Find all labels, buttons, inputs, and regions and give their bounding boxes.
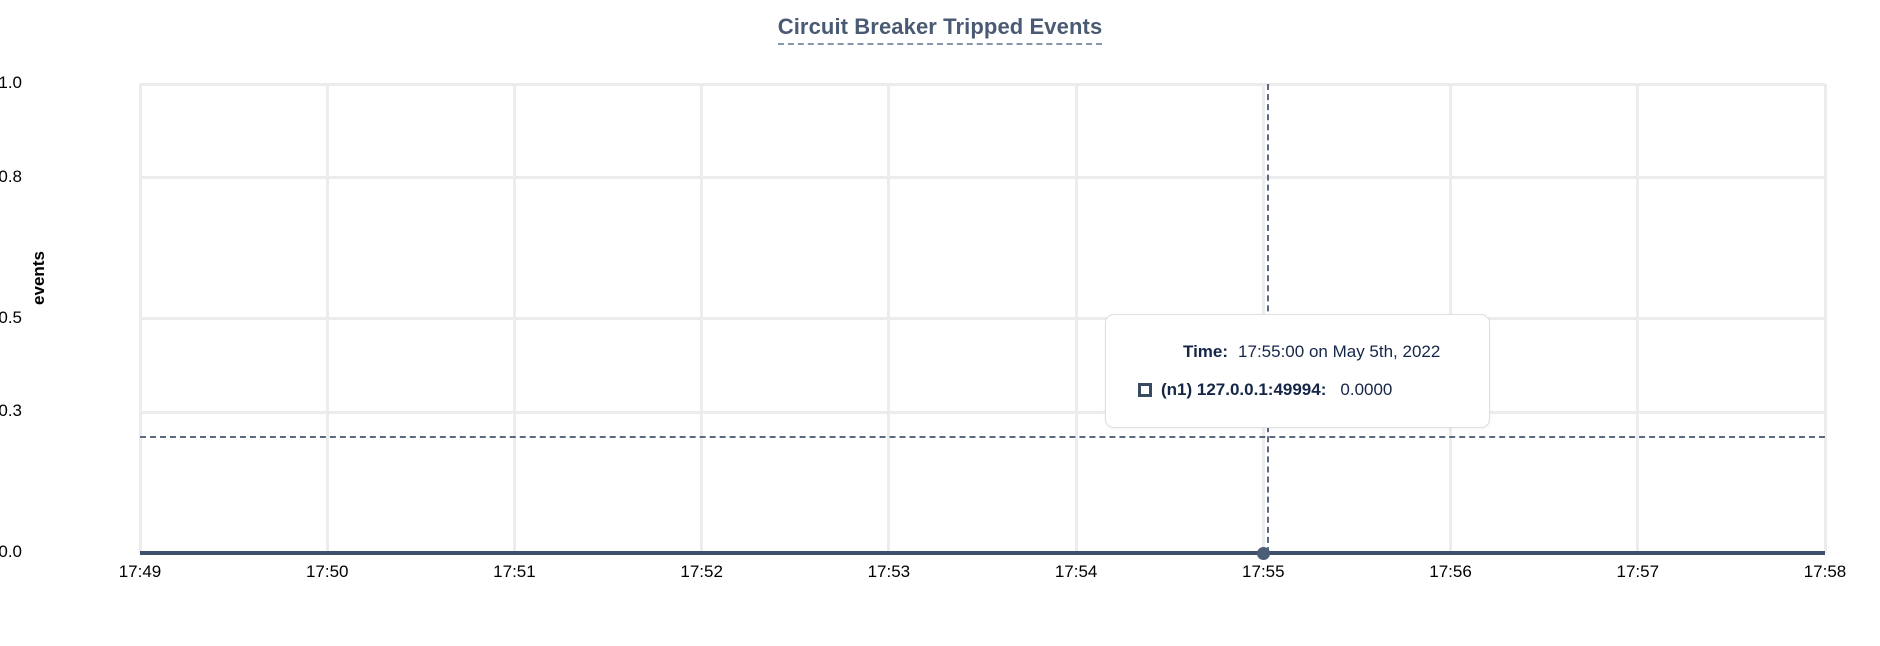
x-axis-tick-label: 17:58 (1803, 562, 1847, 581)
x-axis-tick-label: 17:51 (493, 562, 536, 581)
gridline-vertical (1823, 84, 1827, 553)
gridline-vertical (325, 84, 329, 553)
chart-title-text: Circuit Breaker Tripped Events (777, 14, 1103, 45)
tooltip-series-name: (n1) 127.0.0.1:49994: (1161, 380, 1327, 400)
y-axis-tick-label: 0.8 (0, 166, 22, 186)
x-axis-tick-label: 17:50 (305, 562, 349, 581)
y-axis-label: events (28, 251, 48, 305)
y-axis-tick-label: 0.3 (0, 401, 22, 421)
x-axis-tick-label: 17:53 (867, 562, 911, 581)
y-axis-tick-label: 1.0 (0, 73, 22, 92)
x-axis-tick-label: 17:55 (1242, 562, 1285, 581)
gridline-vertical (700, 84, 704, 553)
tooltip-series-value: 0.0000 (1340, 380, 1393, 400)
square-outline-icon (1138, 383, 1152, 398)
gridline-vertical (512, 84, 516, 553)
crosshair-horizontal (140, 435, 1825, 438)
gridline-horizontal (140, 82, 1825, 86)
x-axis-tick-label: 17:49 (118, 562, 162, 581)
gridline-vertical (1074, 84, 1078, 553)
highlighted-data-point[interactable] (1256, 546, 1270, 560)
x-axis-tick-label: 17:54 (1054, 562, 1098, 581)
tooltip-time-row: Time: 17:55:00 on May 5th, 2022 (1138, 341, 1459, 363)
gridline-vertical (138, 84, 142, 553)
x-axis-tick-label: 17:52 (680, 562, 723, 581)
y-axis-tick-label: 0.0 (0, 542, 22, 561)
x-axis-tick-label: 17:56 (1429, 562, 1472, 581)
x-axis-tick-label: 17:57 (1616, 562, 1660, 581)
tooltip-time-value: 17:55:00 on May 5th, 2022 (1238, 342, 1441, 361)
series-line-n1 (140, 551, 1825, 555)
gridline-horizontal (140, 176, 1825, 180)
tooltip-panel: Time: 17:55:00 on May 5th, 2022 (n1) 127… (1105, 314, 1490, 429)
gridline-vertical (887, 84, 891, 553)
chart-title: Circuit Breaker Tripped Events (0, 14, 1880, 45)
tooltip-series-row: (n1) 127.0.0.1:49994: 0.0000 (1138, 379, 1459, 401)
gridline-horizontal (140, 410, 1825, 414)
plot-area: 17:49 17:50 17:51 17:52 17:53 17:54 17:55 17:56… (119, 82, 1846, 581)
gridline-vertical (1636, 84, 1640, 553)
tooltip-time-label: Time: (1183, 342, 1229, 361)
y-axis-tick-label: 0.5 (0, 307, 22, 327)
gridline-horizontal (140, 317, 1825, 320)
